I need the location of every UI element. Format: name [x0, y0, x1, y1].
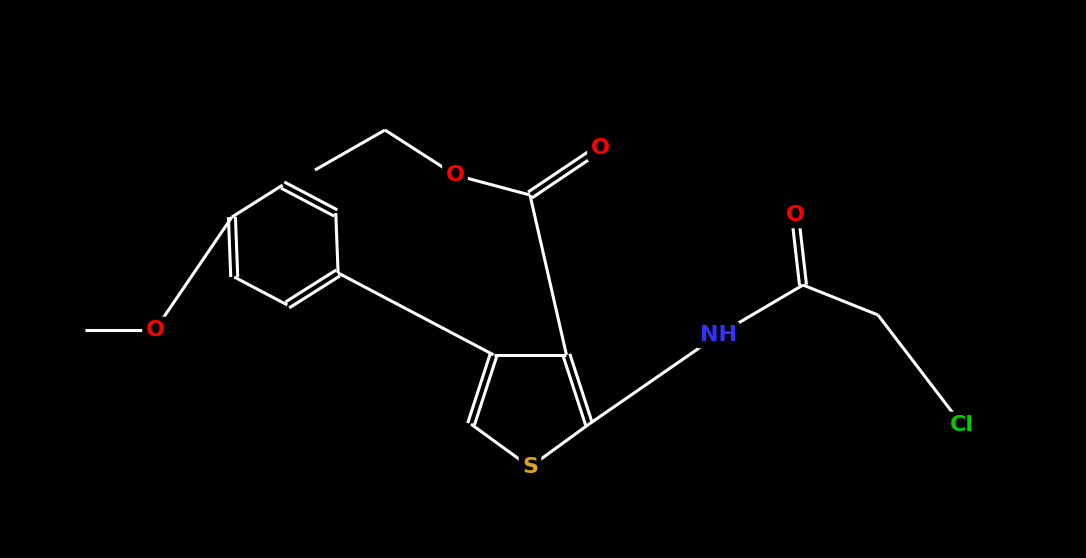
Text: O: O [785, 205, 805, 225]
Text: NH: NH [699, 325, 736, 345]
Text: O: O [146, 320, 164, 340]
Text: S: S [522, 457, 538, 477]
Text: Cl: Cl [950, 415, 974, 435]
Text: O: O [445, 165, 465, 185]
Text: O: O [591, 138, 609, 158]
